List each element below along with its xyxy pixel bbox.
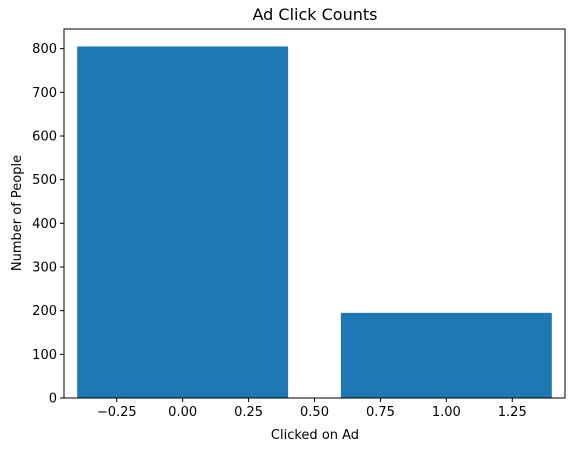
x-tick-label-3: 0.50 bbox=[300, 405, 329, 420]
bar-1 bbox=[340, 312, 552, 398]
y-tick-label-8: 800 bbox=[32, 42, 57, 57]
y-tick-label-2: 200 bbox=[32, 304, 57, 319]
x-tick-label-1: 0.00 bbox=[168, 405, 197, 420]
y-axis-label: Number of People bbox=[10, 155, 25, 271]
x-tick-label-0: −0.25 bbox=[97, 405, 137, 420]
y-tick-label-0: 0 bbox=[49, 392, 57, 407]
y-tick-label-7: 700 bbox=[32, 86, 57, 101]
x-tick-label-2: 0.25 bbox=[234, 405, 263, 420]
y-tick-label-6: 600 bbox=[32, 129, 57, 144]
chart-title: Ad Click Counts bbox=[253, 5, 378, 24]
y-tick-label-1: 100 bbox=[32, 348, 57, 363]
x-tick-label-4: 0.75 bbox=[366, 405, 395, 420]
y-tick-label-5: 500 bbox=[32, 173, 57, 188]
y-tick-label-4: 400 bbox=[32, 217, 57, 232]
x-tick-label-6: 1.25 bbox=[498, 405, 527, 420]
x-tick-label-5: 1.00 bbox=[432, 405, 461, 420]
plot-area: −0.25 0.00 0.25 0.50 0.75 1.00 1.25 0 100 200 300 4… bbox=[32, 28, 566, 420]
bar-0 bbox=[77, 46, 289, 398]
y-tick-label-3: 300 bbox=[32, 260, 57, 275]
x-axis-label: Clicked on Ad bbox=[271, 428, 359, 443]
